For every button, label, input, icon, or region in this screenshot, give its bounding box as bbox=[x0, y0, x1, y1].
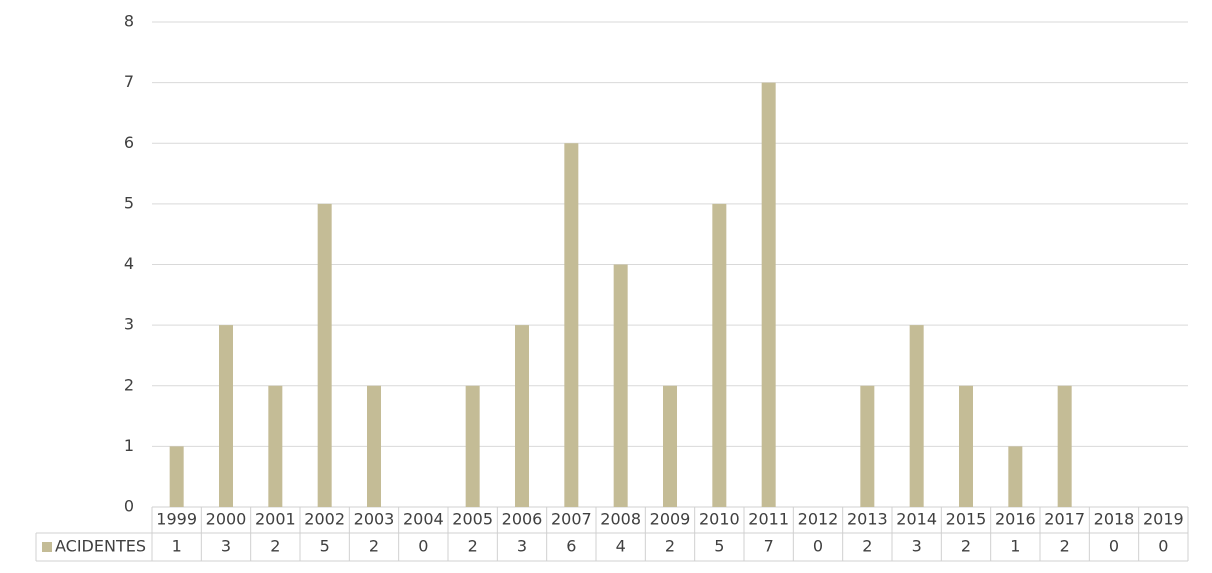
x-tick-label: 2005 bbox=[452, 510, 493, 529]
bar bbox=[169, 446, 184, 507]
y-tick-label: 0 bbox=[124, 497, 134, 516]
table-value: 1 bbox=[172, 537, 182, 556]
table-value: 7 bbox=[764, 537, 774, 556]
x-tick-label: 2015 bbox=[946, 510, 987, 529]
x-tick-label: 2019 bbox=[1143, 510, 1184, 529]
bar bbox=[564, 143, 579, 507]
bar bbox=[367, 385, 381, 507]
y-tick-label: 6 bbox=[124, 133, 134, 152]
y-tick-label: 1 bbox=[124, 436, 134, 455]
table-value: 3 bbox=[517, 537, 527, 556]
bar bbox=[959, 385, 973, 507]
table-value: 5 bbox=[320, 537, 330, 556]
bar bbox=[712, 203, 727, 507]
table-value: 6 bbox=[566, 537, 576, 556]
table-value: 2 bbox=[665, 537, 675, 556]
bar bbox=[317, 203, 332, 507]
table-value: 2 bbox=[468, 537, 478, 556]
y-tick-label: 8 bbox=[124, 12, 134, 31]
legend-swatch bbox=[42, 542, 52, 552]
table-value: 2 bbox=[1060, 537, 1070, 556]
legend-label: ACIDENTES bbox=[55, 537, 146, 556]
bar bbox=[909, 325, 924, 507]
table-value: 2 bbox=[369, 537, 379, 556]
x-tick-label: 2017 bbox=[1044, 510, 1085, 529]
table-value: 2 bbox=[270, 537, 280, 556]
bar bbox=[515, 325, 529, 507]
table-value: 0 bbox=[813, 537, 823, 556]
x-tick-label: 2000 bbox=[206, 510, 247, 529]
bar bbox=[1008, 446, 1023, 507]
x-tick-label: 2013 bbox=[847, 510, 888, 529]
table-value: 1 bbox=[1010, 537, 1020, 556]
x-tick-label: 2007 bbox=[551, 510, 592, 529]
bar bbox=[613, 264, 628, 507]
bar bbox=[860, 385, 875, 507]
y-tick-label: 2 bbox=[124, 375, 134, 394]
x-tick-label: 2003 bbox=[354, 510, 395, 529]
table-value: 0 bbox=[1109, 537, 1119, 556]
y-tick-label: 5 bbox=[124, 193, 134, 212]
table-value: 2 bbox=[862, 537, 872, 556]
x-tick-label: 2009 bbox=[650, 510, 691, 529]
x-tick-label: 2014 bbox=[896, 510, 937, 529]
x-tick-label: 2004 bbox=[403, 510, 444, 529]
x-tick-label: 2001 bbox=[255, 510, 296, 529]
x-tick-label: 2010 bbox=[699, 510, 740, 529]
y-tick-label: 4 bbox=[124, 254, 134, 273]
table-value: 2 bbox=[961, 537, 971, 556]
y-tick-label: 3 bbox=[124, 315, 134, 334]
bar bbox=[465, 385, 480, 507]
table-value: 3 bbox=[912, 537, 922, 556]
x-tick-label: 1999 bbox=[156, 510, 197, 529]
table-value: 4 bbox=[616, 537, 626, 556]
x-tick-label: 2002 bbox=[304, 510, 345, 529]
table-value: 0 bbox=[1158, 537, 1168, 556]
bar bbox=[663, 385, 677, 507]
table-value: 3 bbox=[221, 537, 231, 556]
x-tick-label: 2012 bbox=[798, 510, 839, 529]
table-value: 5 bbox=[714, 537, 724, 556]
x-tick-label: 2018 bbox=[1094, 510, 1135, 529]
bar bbox=[268, 385, 283, 507]
bar bbox=[219, 325, 233, 507]
bar bbox=[1057, 385, 1072, 507]
x-tick-label: 2008 bbox=[600, 510, 641, 529]
y-tick-label: 7 bbox=[124, 72, 134, 91]
bar bbox=[761, 82, 776, 507]
table-value: 0 bbox=[418, 537, 428, 556]
x-tick-label: 2011 bbox=[748, 510, 789, 529]
x-tick-label: 2006 bbox=[502, 510, 543, 529]
x-tick-label: 2016 bbox=[995, 510, 1036, 529]
